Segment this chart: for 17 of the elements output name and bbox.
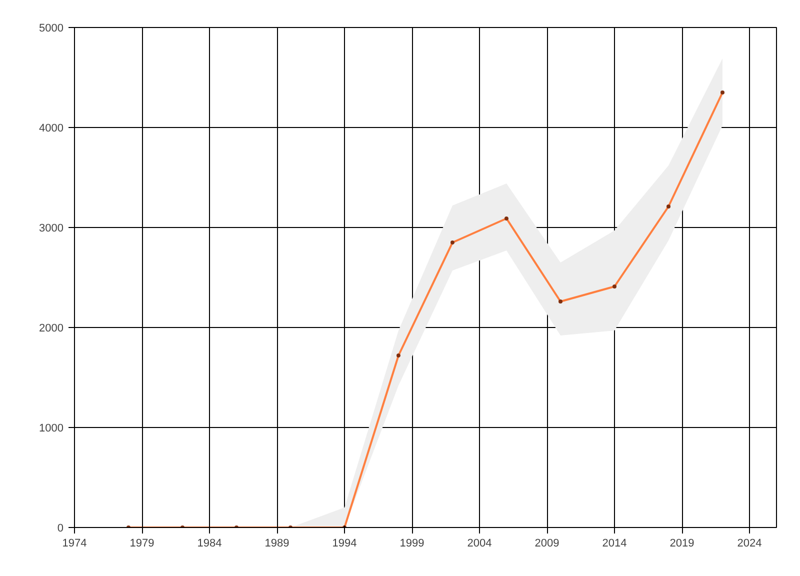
y-tick-label: 5000 [39,22,64,34]
y-tick-label: 4000 [39,122,64,134]
y-tick-label: 0 [57,522,64,534]
y-tick-label: 2000 [39,322,64,334]
x-tick-label: 2024 [737,538,762,550]
x-tick-label: 2014 [602,538,627,550]
x-tick-label: 2009 [534,538,560,550]
x-tick-label: 1984 [197,538,222,550]
x-tick-label: 1999 [400,538,424,550]
y-tick-label: 3000 [39,222,64,234]
y-tick-label: 1000 [39,422,64,434]
x-tick-label: 2019 [670,538,694,550]
x-tick-label: 1994 [332,538,357,550]
x-tick-label: 1979 [130,538,154,550]
x-tick-label: 1974 [62,538,87,550]
x-tick-label: 1989 [264,538,290,550]
x-tick-label: 2004 [467,538,492,550]
